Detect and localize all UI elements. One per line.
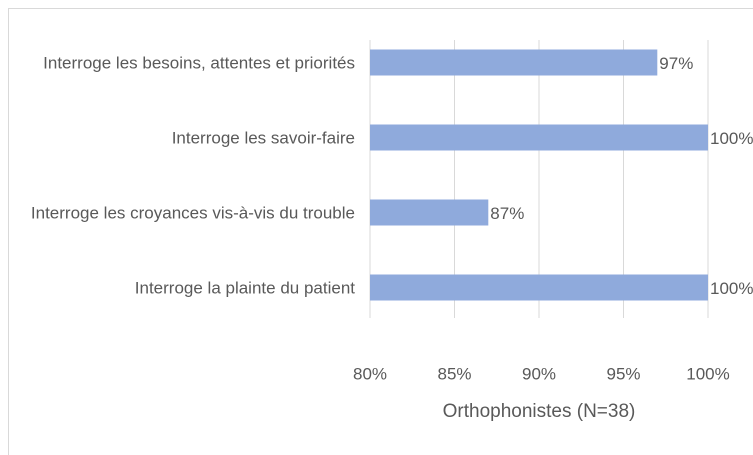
x-tick-label: 90% (522, 364, 556, 383)
value-label: 100% (710, 129, 753, 148)
bar (370, 49, 658, 76)
category-label-box: Interroge les besoins, attentes et prior… (15, 51, 355, 74)
x-tick-label: 95% (606, 364, 640, 383)
x-tick-label: 80% (353, 364, 387, 383)
category-label-box: Interroge les savoir-faire (15, 126, 355, 149)
y-tick-label: Interroge les savoir-faire (171, 128, 355, 147)
chart-frame (8, 8, 753, 455)
y-tick-label: Interroge les besoins, attentes et prior… (43, 53, 355, 72)
category-label-box: Interroge les croyances vis-à-vis du tro… (15, 201, 355, 224)
value-label: 97% (659, 54, 693, 73)
y-tick-label: Interroge la plainte du patient (134, 278, 355, 297)
value-label: 87% (490, 204, 524, 223)
y-tick-label: Interroge les croyances vis-à-vis du tro… (30, 203, 355, 222)
x-tick-label: 85% (437, 364, 471, 383)
x-tick-label: 100% (686, 364, 729, 383)
bar (370, 274, 708, 301)
value-label: 100% (710, 279, 753, 298)
category-label-box: Interroge la plainte du patient (15, 276, 355, 299)
x-axis-title: Orthophonistes (N=38) (443, 401, 636, 422)
bar (370, 199, 489, 226)
bar (370, 124, 708, 151)
